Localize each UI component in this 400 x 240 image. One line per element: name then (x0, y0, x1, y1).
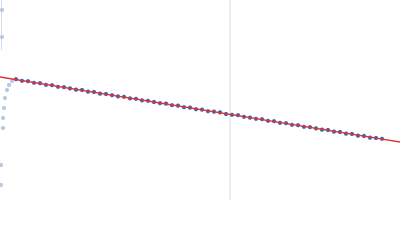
point (1, 105, 7, 111)
point (4, 87, 10, 93)
chart (0, 0, 400, 200)
point (0, 125, 6, 131)
fit-line (0, 76, 400, 143)
point (6, 82, 12, 88)
page: {"chart_data": {"type": "scatter", "xlim… (0, 0, 400, 200)
point (0, 34, 5, 40)
point (0, 7, 5, 13)
point (9, 78, 15, 84)
point (0, 115, 6, 121)
point (2, 95, 8, 101)
point (0, 182, 4, 188)
point (0, 162, 4, 168)
